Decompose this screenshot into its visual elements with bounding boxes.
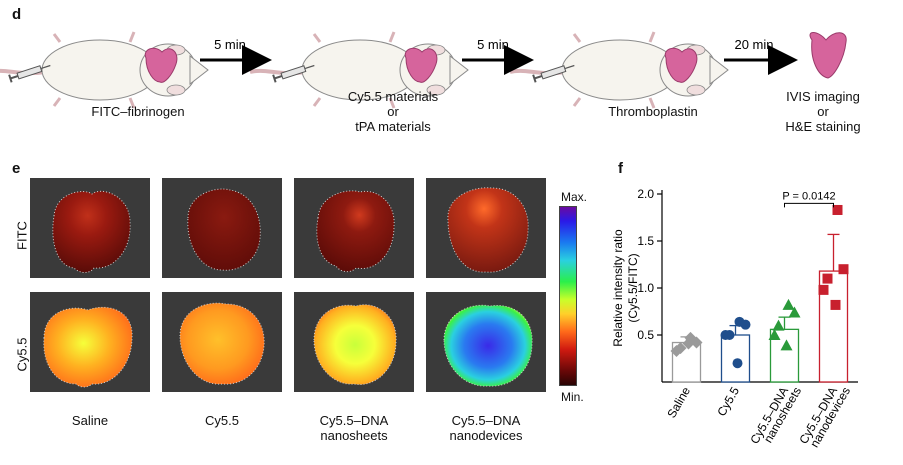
data-point xyxy=(830,299,841,310)
step-2-label: Cy5.5 materials or tPA materials xyxy=(318,89,468,134)
data-point xyxy=(720,330,731,340)
step-label-line: or xyxy=(387,104,399,119)
step-label-line: tPA materials xyxy=(355,119,431,134)
image-cy55-saline xyxy=(30,292,150,392)
panel-e-letter: e xyxy=(12,160,21,177)
step-label-line: Thromboplastin xyxy=(608,104,698,119)
row-label-cy55: Cy5.5 xyxy=(14,337,30,372)
column-label-cy55: Cy5.5 xyxy=(172,413,272,428)
workflow-diagram: 5 min 5 min 20 min xyxy=(0,30,847,110)
y-axis-label: (Cy5.5/FITC) xyxy=(626,253,640,322)
column-label-line: Saline xyxy=(71,413,109,428)
arrow-1-label: 5 min xyxy=(214,37,246,52)
step-label-line: or xyxy=(817,104,829,119)
bar xyxy=(720,334,751,383)
column-label-line: nanodevices xyxy=(449,428,523,443)
panel-f-letter: f xyxy=(618,160,623,177)
mouse-illustration-3 xyxy=(508,30,730,110)
column-label-line: Cy5.5–DNA xyxy=(319,413,389,428)
column-label-line: nanosheets xyxy=(320,428,388,443)
data-point xyxy=(740,319,751,330)
data-point xyxy=(780,339,793,351)
scale-min-label: Min. xyxy=(561,390,584,404)
image-cy55-nanodevices xyxy=(426,292,546,392)
scale-max-label: Max. xyxy=(561,190,588,204)
panel-d-letter: d xyxy=(12,6,22,23)
arrow-3-label: 20 min xyxy=(734,37,773,52)
data-point xyxy=(832,204,843,215)
column-label-nanodevices: Cy5.5–DNA nanodevices xyxy=(426,413,546,443)
p-value-label: P = 0.0142 xyxy=(782,190,835,202)
row-label-fitc: FITC xyxy=(14,221,30,250)
data-point xyxy=(768,329,781,340)
y-axis-label: Relative intensity ratio xyxy=(611,229,625,347)
image-fitc-nanodevices xyxy=(426,178,546,278)
y-tick-label: 1.5 xyxy=(637,234,654,248)
x-tick-label: Cy5.5 xyxy=(714,384,742,418)
data-point xyxy=(788,306,801,318)
step-label-line: Cy5.5 materials xyxy=(347,89,439,104)
image-cy55-nanosheets xyxy=(294,292,414,392)
data-point xyxy=(670,344,683,357)
step-4-label: IVIS imaging or H&E staining xyxy=(748,89,898,134)
color-scale-bar xyxy=(559,206,577,386)
y-tick-label: 1.0 xyxy=(637,281,654,295)
data-point xyxy=(818,284,829,295)
column-label-saline: Saline xyxy=(40,413,140,428)
data-point xyxy=(732,358,743,369)
intensity-ratio-chart: 0.5 1.0 1.5 2.0 Relative intensity ratio (Cy5… xyxy=(611,187,858,450)
column-label-line: Cy5.5 xyxy=(205,413,239,428)
data-point xyxy=(838,264,849,275)
significance-bracket xyxy=(784,202,834,208)
step-label-line: H&E staining xyxy=(785,119,861,134)
y-tick-label: 0.5 xyxy=(637,328,654,342)
step-label-line: IVIS imaging xyxy=(786,89,860,104)
column-label-line: Cy5.5–DNA xyxy=(451,413,521,428)
x-tick-label: Saline xyxy=(664,384,693,420)
ivis-image-grid xyxy=(30,178,546,392)
organ-icon xyxy=(809,32,847,79)
data-point xyxy=(682,337,695,350)
data-point xyxy=(690,336,703,349)
data-point xyxy=(822,273,833,284)
y-tick-label: 2.0 xyxy=(637,187,654,201)
arrow-2-label: 5 min xyxy=(477,37,509,52)
column-label-nanosheets: Cy5.5–DNA nanosheets xyxy=(294,413,414,443)
image-fitc-saline xyxy=(30,178,150,278)
step-3-label: Thromboplastin xyxy=(578,104,728,119)
data-point xyxy=(782,298,795,310)
image-cy55-cy55 xyxy=(162,292,282,392)
image-fitc-nanosheets xyxy=(294,178,414,278)
step-label-line: FITC–fibrinogen xyxy=(91,104,185,119)
image-fitc-cy55 xyxy=(162,178,282,278)
data-point xyxy=(772,319,785,331)
step-1-label: FITC–fibrinogen xyxy=(63,104,213,119)
